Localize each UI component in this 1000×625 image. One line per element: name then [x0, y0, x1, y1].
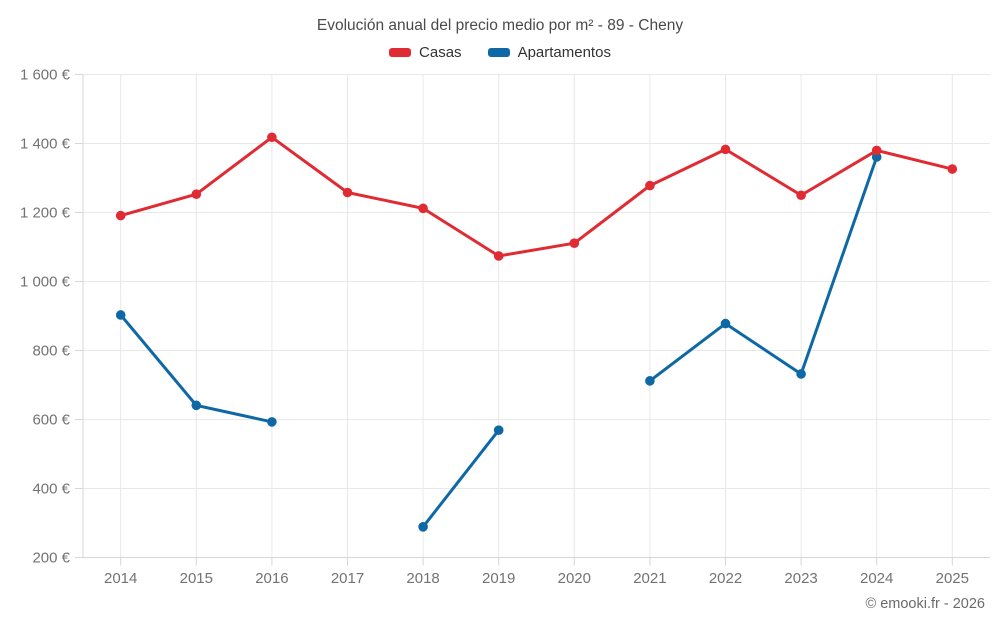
casas-data-point[interactable]: [191, 189, 202, 200]
x-axis-label: 2021: [633, 570, 666, 587]
casas-data-point[interactable]: [418, 203, 428, 214]
apartamentos-series-swatch-icon: [487, 48, 510, 57]
chart-legend: Casas Apartamentos: [0, 44, 1000, 61]
casas-series-line: [119, 135, 954, 258]
casas-data-point[interactable]: [569, 238, 580, 249]
apartamentos-data-point[interactable]: [645, 376, 655, 386]
apartamentos-data-point[interactable]: [267, 417, 277, 427]
x-axis-label: 2022: [709, 570, 742, 587]
apartamentos-data-point[interactable]: [796, 369, 806, 379]
apartamentos-data-point[interactable]: [720, 318, 731, 329]
apartamentos-series-line: [648, 155, 879, 383]
x-axis-label: 2015: [180, 570, 213, 587]
x-axis-label: 2024: [860, 570, 893, 587]
legend-label-apartamentos: Apartamentos: [517, 44, 611, 61]
casas-data-point[interactable]: [342, 187, 353, 198]
casas-data-point[interactable]: [115, 210, 126, 221]
x-axis-label: 2017: [331, 570, 364, 587]
x-axis-label: 2025: [936, 570, 969, 587]
x-axis-label: 2019: [482, 570, 515, 587]
legend-item-casas[interactable]: Casas: [389, 44, 462, 61]
footer-credit-link[interactable]: © emooki.fr - 2026: [865, 596, 985, 612]
casas-data-point[interactable]: [645, 180, 655, 191]
apartamentos-data-point[interactable]: [191, 400, 202, 411]
y-axis-label: 1 400 €: [20, 136, 71, 153]
chart-title: Evolución anual del precio medio por m² …: [316, 17, 684, 34]
y-axis-label: 200 €: [32, 550, 70, 567]
y-axis-label: 1 000 €: [20, 274, 71, 291]
y-axis-label: 1 200 €: [20, 205, 71, 222]
x-axis-label: 2023: [784, 570, 817, 587]
apartamentos-series-line: [421, 428, 501, 529]
y-axis-label: 600 €: [32, 412, 70, 429]
x-axis-label: 2020: [558, 570, 591, 587]
casas-data-point[interactable]: [947, 164, 958, 174]
apartamentos-data-point[interactable]: [115, 310, 126, 320]
casas-data-point[interactable]: [720, 144, 731, 155]
apartamentos-data-point[interactable]: [418, 521, 428, 532]
apartamentos-data-point[interactable]: [493, 425, 504, 435]
casas-series-swatch-icon: [389, 48, 412, 57]
legend-item-apartamentos[interactable]: Apartamentos: [487, 44, 611, 61]
casas-data-point[interactable]: [871, 145, 882, 156]
casas-data-point[interactable]: [796, 190, 806, 201]
y-axis-label: 1 600 €: [20, 67, 71, 84]
x-axis-label: 2018: [406, 570, 439, 587]
x-axis-label: 2014: [104, 570, 137, 587]
casas-data-point[interactable]: [493, 251, 504, 261]
y-axis-label: 400 €: [32, 481, 70, 498]
casas-data-point[interactable]: [267, 132, 277, 143]
y-axis-label: 800 €: [32, 343, 70, 360]
legend-label-casas: Casas: [419, 44, 462, 61]
x-axis-label: 2016: [255, 570, 288, 587]
